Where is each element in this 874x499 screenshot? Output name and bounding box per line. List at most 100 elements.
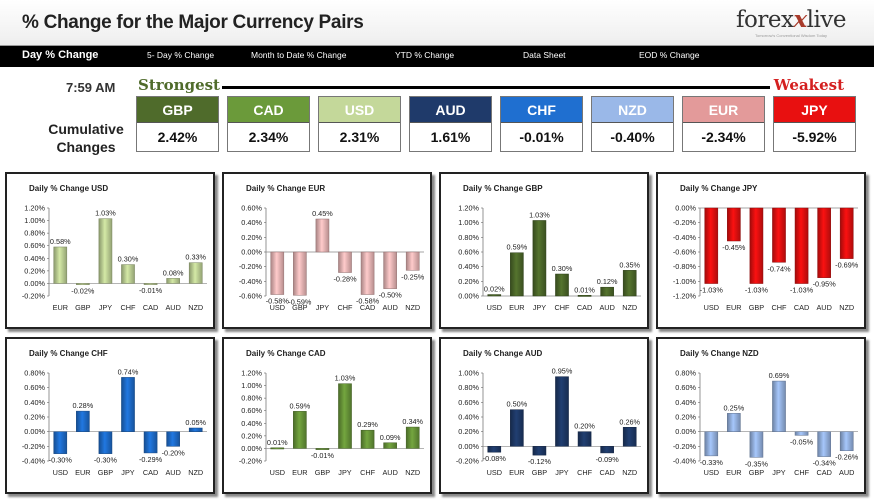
bar [772, 207, 786, 263]
y-tick-label: -0.80% [673, 262, 697, 271]
category-label: USD [270, 468, 285, 477]
bar [166, 431, 180, 447]
data-label: -0.20% [162, 448, 186, 457]
bar [510, 252, 524, 297]
data-label: -0.25% [401, 272, 425, 281]
category-label: AUD [839, 468, 854, 477]
tab-eod-change[interactable]: EOD % Change [639, 50, 700, 60]
bar [383, 251, 397, 289]
category-label: JPY [99, 303, 113, 312]
y-tick-label: 1.00% [24, 216, 45, 225]
y-tick-label: 0.40% [241, 218, 262, 227]
y-tick-label: 0.20% [241, 233, 262, 242]
currency-card: CHF -0.01% [500, 96, 583, 152]
data-label: 0.34% [402, 417, 423, 426]
currency-name: GBP [137, 97, 218, 123]
y-tick-label: 0.40% [458, 413, 479, 422]
currency-card: CAD 2.34% [227, 96, 310, 152]
y-tick-label: -0.20% [673, 218, 697, 227]
y-tick-label: 0.00% [458, 442, 479, 451]
y-tick-label: 0.60% [458, 398, 479, 407]
data-label: 0.08% [163, 268, 184, 277]
data-label: 0.05% [185, 418, 206, 427]
chart-usd: -0.20% 0.00% 0.20% 0.40% 0.60% 0.80% 1.00% 1.20… [22, 204, 207, 312]
chart-title: Daily % Change EUR [246, 184, 326, 193]
chart-cad: -0.20% 0.00% 0.20% 0.40% 0.60% 0.80% 1.00% 1.20… [239, 369, 424, 477]
bar [622, 270, 637, 297]
y-tick-label: 0.80% [24, 229, 45, 238]
currency-card: USD 2.31% [318, 96, 401, 152]
tab-day-change[interactable]: Day % Change [22, 49, 99, 61]
category-label: AUD [165, 303, 180, 312]
y-tick-label: 0.20% [241, 431, 262, 440]
category-label: USD [704, 468, 719, 477]
bar [487, 294, 502, 297]
chart-aud: -0.20% 0.00% 0.20% 0.40% 0.60% 0.80% 1.00% -0.0… [456, 367, 641, 477]
bar [315, 448, 330, 450]
category-label: GBP [292, 303, 308, 312]
data-label: -0.34% [813, 459, 837, 468]
y-tick-label: 0.60% [241, 204, 262, 213]
y-tick-label: 0.40% [24, 398, 45, 407]
tab-month-to-date-change[interactable]: Month to Date % Change [251, 50, 347, 60]
y-tick-label: 0.80% [241, 394, 262, 403]
category-label: AUD [382, 468, 397, 477]
forexlive-logo[interactable]: forexxlive Tomorrow's Conventional Wisdo… [736, 6, 846, 38]
currency-value: 2.42% [157, 129, 198, 145]
tab-ytd-change[interactable]: YTD % Change [395, 50, 455, 60]
bar [839, 207, 854, 259]
data-label: 0.74% [118, 367, 139, 376]
logo-text-a: forex [736, 7, 794, 33]
currency-value: 2.31% [339, 129, 380, 145]
data-label: 0.33% [185, 253, 206, 262]
y-tick-label: -0.40% [673, 457, 697, 466]
bar [600, 286, 614, 297]
category-label: CHF [360, 468, 376, 477]
category-label: JPY [772, 468, 786, 477]
y-tick-label: 1.00% [458, 218, 479, 227]
data-label: -0.12% [528, 457, 552, 466]
bar [98, 431, 113, 454]
category-label: CHF [555, 303, 571, 312]
category-label: GBP [315, 468, 331, 477]
category-label: GBP [749, 468, 765, 477]
bar [338, 251, 352, 273]
y-tick-label: 0.80% [24, 369, 45, 378]
y-tick-label: 0.80% [675, 369, 696, 378]
data-label: -0.50% [379, 291, 403, 300]
y-tick-label: 1.00% [458, 369, 479, 378]
data-label: 0.95% [552, 367, 573, 376]
category-label: CHF [338, 303, 354, 312]
y-tick-label: 0.20% [458, 277, 479, 286]
bar [510, 409, 524, 447]
chart-panel-chf: Daily % Change CHF -0.40% -0.20% 0.00% 0.20… [5, 337, 215, 494]
nav-bar: Day % Change 5- Day % Change Month to Da… [0, 46, 874, 67]
y-tick-label: -0.40% [673, 233, 697, 242]
tab-5-day-change[interactable]: 5- Day % Change [147, 50, 215, 60]
data-label: -0.69% [835, 261, 859, 270]
category-label: CAD [794, 303, 809, 312]
bar [704, 431, 719, 457]
category-label: CHF [772, 303, 788, 312]
category-label: CAD [577, 303, 592, 312]
chart-panel-cad: Daily % Change CAD -0.20% 0.00% 0.20% 0.40%… [222, 337, 432, 494]
bar [338, 383, 352, 449]
bar [817, 207, 831, 278]
bar [405, 426, 420, 449]
strength-arrow-line [222, 86, 770, 89]
currency-name: EUR [683, 97, 764, 123]
data-label: -0.29% [139, 455, 163, 464]
currency-card: GBP 2.42% [136, 96, 219, 152]
y-tick-label: 0.20% [24, 413, 45, 422]
data-label: 0.20% [574, 422, 595, 431]
bar [817, 431, 831, 457]
tab-data-sheet[interactable]: Data Sheet [523, 50, 566, 60]
logo-x: x [793, 6, 807, 33]
data-label: 1.03% [529, 210, 550, 219]
y-tick-label: -0.20% [22, 292, 46, 301]
category-label: USD [53, 468, 68, 477]
y-tick-label: -1.00% [673, 277, 697, 286]
data-label: 0.59% [290, 401, 311, 410]
time-stamp: 7:59 AM [66, 80, 116, 95]
category-label: AUD [382, 303, 397, 312]
